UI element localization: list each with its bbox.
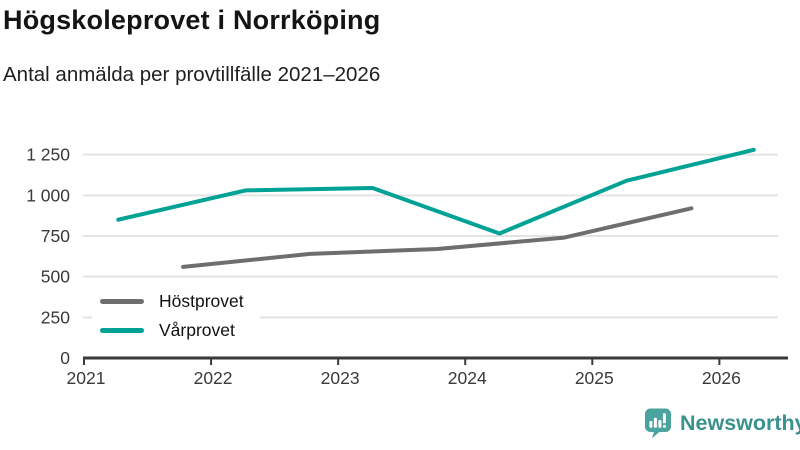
- x-tick-label: 2023: [321, 368, 360, 388]
- gridlines: [83, 153, 778, 319]
- series-line-vårprovet: [116, 147, 756, 236]
- y-tick-label: 1 000: [26, 185, 70, 205]
- chart-legend: Höstprovet Vårprovet: [92, 285, 260, 348]
- newsworthy-bubble-chart-icon: [645, 408, 671, 439]
- y-tick-label: 250: [41, 307, 70, 327]
- newsworthy-logo[interactable]: Newsworthy: [644, 408, 800, 439]
- x-tick-label: 2022: [194, 368, 233, 388]
- legend-swatch-varprovet: [100, 327, 144, 333]
- series-line-höstprovet: [181, 206, 694, 269]
- legend-label-hostprovet: Höstprovet: [159, 290, 244, 311]
- legend-swatch-hostprovet: [100, 298, 144, 304]
- newsworthy-wordmark: Newsworthy: [680, 411, 800, 435]
- x-tick-label: 2026: [702, 368, 741, 388]
- x-tick-label: 2024: [448, 368, 487, 388]
- legend-label-varprovet: Vårprovet: [159, 319, 235, 340]
- y-tick-label: 1 250: [26, 145, 70, 165]
- speech-bubble-shape: [645, 408, 671, 439]
- y-tick-label: 750: [41, 226, 70, 246]
- chart-title: Högskoleprovet i Norrköping: [3, 5, 381, 35]
- y-tick-label: 0: [60, 348, 70, 368]
- x-tick-label: 2025: [575, 368, 614, 388]
- chart-subtitle: Antal anmälda per provtillfälle 2021–202…: [3, 63, 381, 86]
- x-axis: 2021 2022 2023 2024 2025 2026: [67, 356, 788, 388]
- x-tick-label: 2021: [67, 368, 106, 388]
- y-axis-labels: 0 250 500 750 1 000 1 250: [26, 145, 70, 368]
- bar-chart-glyph: [649, 413, 666, 428]
- legend-item-varprovet: Vårprovet: [100, 319, 244, 341]
- y-tick-label: 500: [41, 267, 70, 287]
- legend-item-hostprovet: Höstprovet: [100, 290, 244, 312]
